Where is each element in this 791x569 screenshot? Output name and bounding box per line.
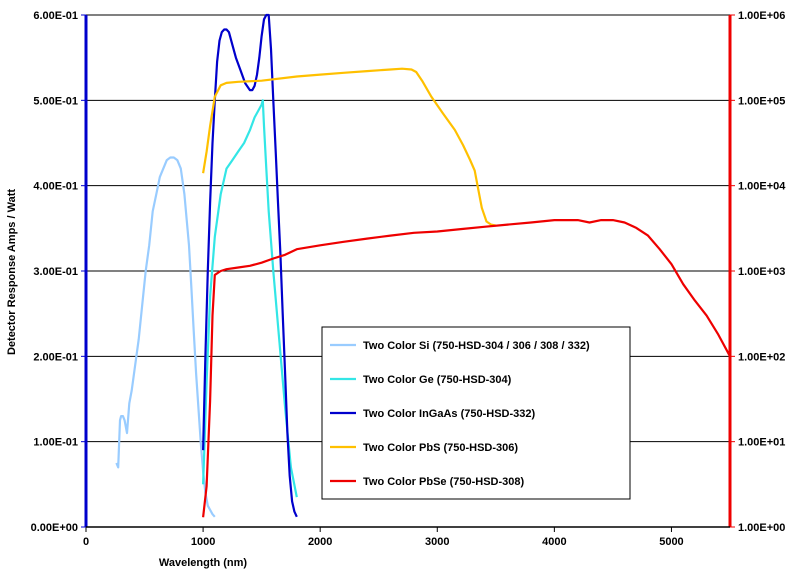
y-axis-title: Detector Response Amps / Watt xyxy=(6,189,18,355)
x-tick-label: 4000 xyxy=(542,536,566,548)
y-right-tick-label: 1.00E+01 xyxy=(738,437,785,449)
y-left-tick-label: 3.00E-01 xyxy=(33,266,78,278)
y-right-tick-label: 1.00E+02 xyxy=(738,351,785,363)
x-tick-label: 0 xyxy=(83,536,89,548)
y-left-tick-label: 6.00E-01 xyxy=(33,10,78,22)
legend-label: Two Color Ge (750-HSD-304) xyxy=(363,374,512,386)
legend: Two Color Si (750-HSD-304 / 306 / 308 / … xyxy=(321,326,631,500)
legend-label: Two Color Si (750-HSD-304 / 306 / 308 / … xyxy=(363,340,590,352)
series-line-0 xyxy=(115,156,216,518)
y-right-tick-label: 1.00E+05 xyxy=(738,95,785,107)
series-line-3 xyxy=(202,67,497,227)
legend-label: Two Color PbS (750-HSD-306) xyxy=(363,442,518,454)
y-left-tick-label: 4.00E-01 xyxy=(33,181,78,193)
y-right-tick-label: 1.00E+06 xyxy=(738,10,785,22)
x-tick-label: 2000 xyxy=(308,536,332,548)
y-left-tick-label: 1.00E-01 xyxy=(33,437,78,449)
y-right-tick-label: 1.00E+04 xyxy=(738,181,786,193)
y-left-tick-label: 5.00E-01 xyxy=(33,95,78,107)
x-tick-label: 1000 xyxy=(191,536,215,548)
series-lines xyxy=(115,13,731,518)
series-line-4 xyxy=(202,219,731,518)
x-axis-title: Wavelength (nm) xyxy=(159,557,248,569)
tick-labels: 0 1000 2000 3000 4000 5000 0.00E+00 1.00E-01 2.0… xyxy=(31,10,787,548)
y-left-tick-label: 0.00E+00 xyxy=(31,522,78,534)
y-left-tick-label: 2.00E-01 xyxy=(33,351,78,363)
y-right-tick-label: 1.00E+00 xyxy=(738,522,785,534)
x-tick-label: 5000 xyxy=(659,536,683,548)
legend-box xyxy=(321,326,631,500)
legend-label: Two Color InGaAs (750-HSD-332) xyxy=(363,408,535,420)
x-tick-label: 3000 xyxy=(425,536,449,548)
y-right-tick-label: 1.00E+03 xyxy=(738,266,785,278)
legend-label: Two Color PbSe (750-HSD-308) xyxy=(363,476,524,488)
series-line-1 xyxy=(202,99,298,498)
